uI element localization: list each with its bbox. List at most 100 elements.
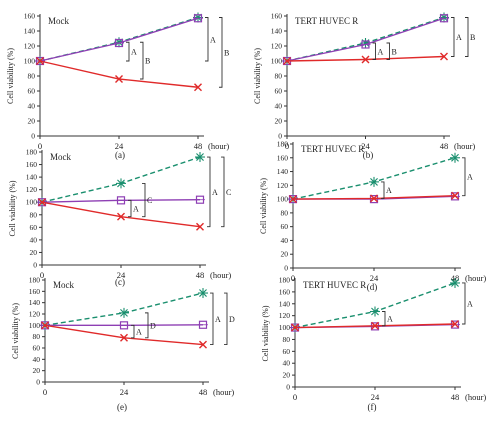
significance-label: A (467, 299, 473, 308)
x-tick-label: 24 (115, 141, 124, 151)
x-tick-label: 0 (285, 141, 289, 151)
significance-bracket: A (126, 41, 137, 62)
x-unit-label: (hour) (465, 273, 486, 283)
data-point (450, 277, 460, 288)
y-tick-label: 160 (277, 153, 289, 162)
significance-label: D (150, 321, 156, 330)
y-tick-label: 120 (277, 181, 289, 190)
data-point (439, 14, 449, 23)
significance-label: A (387, 315, 393, 324)
significance-label: A (467, 173, 473, 182)
y-axis-label: Cell viability (%) (6, 48, 15, 104)
x-tick-label: 0 (38, 141, 42, 151)
x-unit-label: (hour) (210, 270, 231, 280)
y-axis-label: Cell viability (%) (8, 180, 17, 236)
data-point (450, 152, 460, 163)
panel-letter: (c) (115, 277, 125, 287)
significance-bracket: A (128, 199, 139, 218)
significance-label: A (456, 33, 462, 42)
x-tick-label: 48 (451, 392, 460, 402)
y-tick-label: 180 (279, 276, 291, 285)
series-line-3 (39, 60, 199, 88)
data-point (116, 178, 126, 189)
y-tick-label: 180 (277, 140, 289, 149)
y-tick-label: 140 (24, 27, 36, 36)
data-point (369, 176, 379, 187)
y-tick-label: 40 (28, 102, 36, 111)
data-point (289, 195, 297, 204)
significance-label: A (212, 188, 218, 197)
data-point (198, 288, 208, 299)
significance-label: A (378, 47, 384, 56)
significance-label: C (226, 188, 231, 197)
data-point (115, 75, 123, 83)
series-line-3 (44, 324, 204, 346)
significance-label: A (215, 315, 221, 324)
panel-letter: (e) (117, 402, 127, 412)
panel-title: TERT HUVEC R (295, 16, 358, 26)
y-tick-label: 160 (29, 287, 41, 296)
x-tick-label: 24 (370, 273, 379, 283)
panel-letter: (f) (368, 402, 377, 412)
y-tick-label: 80 (275, 72, 283, 81)
data-point (451, 191, 459, 200)
y-axis-label: Cell viability (%) (11, 303, 20, 359)
data-point (116, 196, 126, 205)
x-tick-label: 24 (120, 387, 129, 397)
y-tick-label: 20 (30, 248, 38, 257)
x-tick-label: 24 (361, 141, 370, 151)
significance-label: A (133, 205, 139, 214)
y-tick-label: 160 (26, 160, 38, 169)
y-tick-label: 40 (283, 359, 291, 368)
x-unit-label: (hour) (465, 392, 486, 402)
x-tick-label: 48 (199, 387, 208, 397)
data-point (199, 340, 207, 349)
data-point (36, 57, 44, 65)
panel-title: Mock (50, 152, 71, 162)
y-tick-label: 120 (29, 310, 41, 319)
y-tick-label: 0 (33, 261, 37, 270)
x-tick-label: 48 (440, 141, 449, 151)
data-point (283, 57, 291, 65)
y-tick-label: 0 (278, 132, 282, 141)
panel-2: 0 20 40 60 80 100 120 140 160 0 24 48 (hour) Cell via… (253, 12, 475, 161)
panel-title: Mock (53, 280, 74, 290)
significance-label: B (224, 48, 229, 57)
y-tick-label: 120 (26, 185, 38, 194)
significance-bracket: D (145, 312, 156, 339)
y-tick-label: 120 (271, 42, 283, 51)
x-tick-label: 0 (43, 387, 47, 397)
series-line-3 (41, 201, 201, 228)
x-tick-label: 0 (293, 392, 297, 402)
data-point (361, 55, 370, 64)
significance-label: B (145, 57, 150, 66)
y-tick-label: 140 (277, 167, 289, 176)
y-tick-label: 40 (33, 355, 41, 364)
y-tick-label: 100 (29, 321, 41, 330)
y-tick-label: 0 (286, 383, 290, 392)
y-tick-label: 140 (26, 173, 38, 182)
data-point (370, 306, 380, 317)
data-point (196, 222, 204, 231)
y-tick-label: 180 (29, 276, 41, 285)
significance-label: D (229, 315, 235, 324)
y-tick-label: 100 (24, 57, 36, 66)
significance-label: A (386, 186, 392, 195)
y-tick-label: 80 (28, 72, 36, 81)
x-tick-label: 48 (194, 141, 203, 151)
x-tick-label: 48 (196, 270, 205, 280)
data-point (195, 152, 205, 163)
data-point (198, 320, 208, 329)
series-line-1 (44, 292, 204, 327)
y-tick-label: 60 (30, 223, 38, 232)
significance-bracket: A (382, 311, 393, 327)
panel-5: 0 20 40 60 80 100 120 140 160 180 0 24 48 (hour) Cell … (11, 276, 235, 413)
panel-title: TERT HUVEC R (303, 280, 366, 290)
data-point (371, 321, 379, 330)
significance-label: C (147, 196, 152, 205)
significance-bracket: A (205, 17, 216, 62)
y-tick-label: 0 (36, 378, 40, 387)
